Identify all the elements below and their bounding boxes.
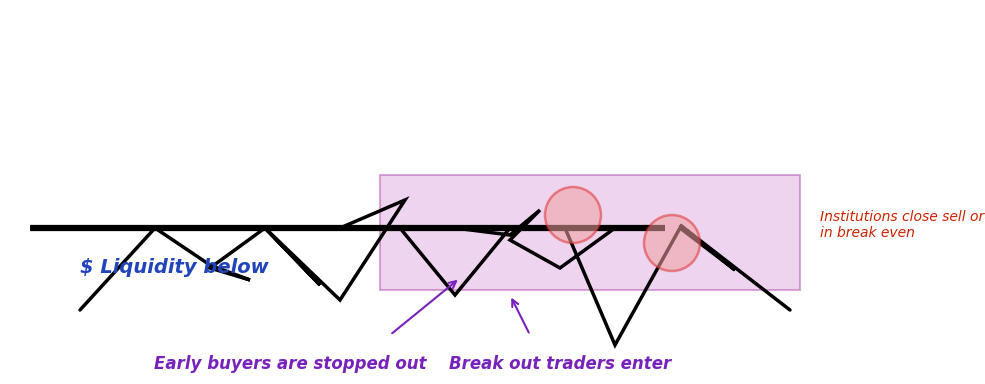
Text: Institutions close sell orders
in break even: Institutions close sell orders in break …	[820, 210, 985, 240]
Ellipse shape	[644, 215, 700, 271]
Bar	[380, 175, 800, 290]
Ellipse shape	[545, 187, 601, 243]
Text: $ Liquidity below: $ Liquidity below	[80, 258, 269, 277]
Text: Break out traders enter: Break out traders enter	[449, 355, 671, 373]
Text: Early buyers are stopped out: Early buyers are stopped out	[154, 355, 427, 373]
